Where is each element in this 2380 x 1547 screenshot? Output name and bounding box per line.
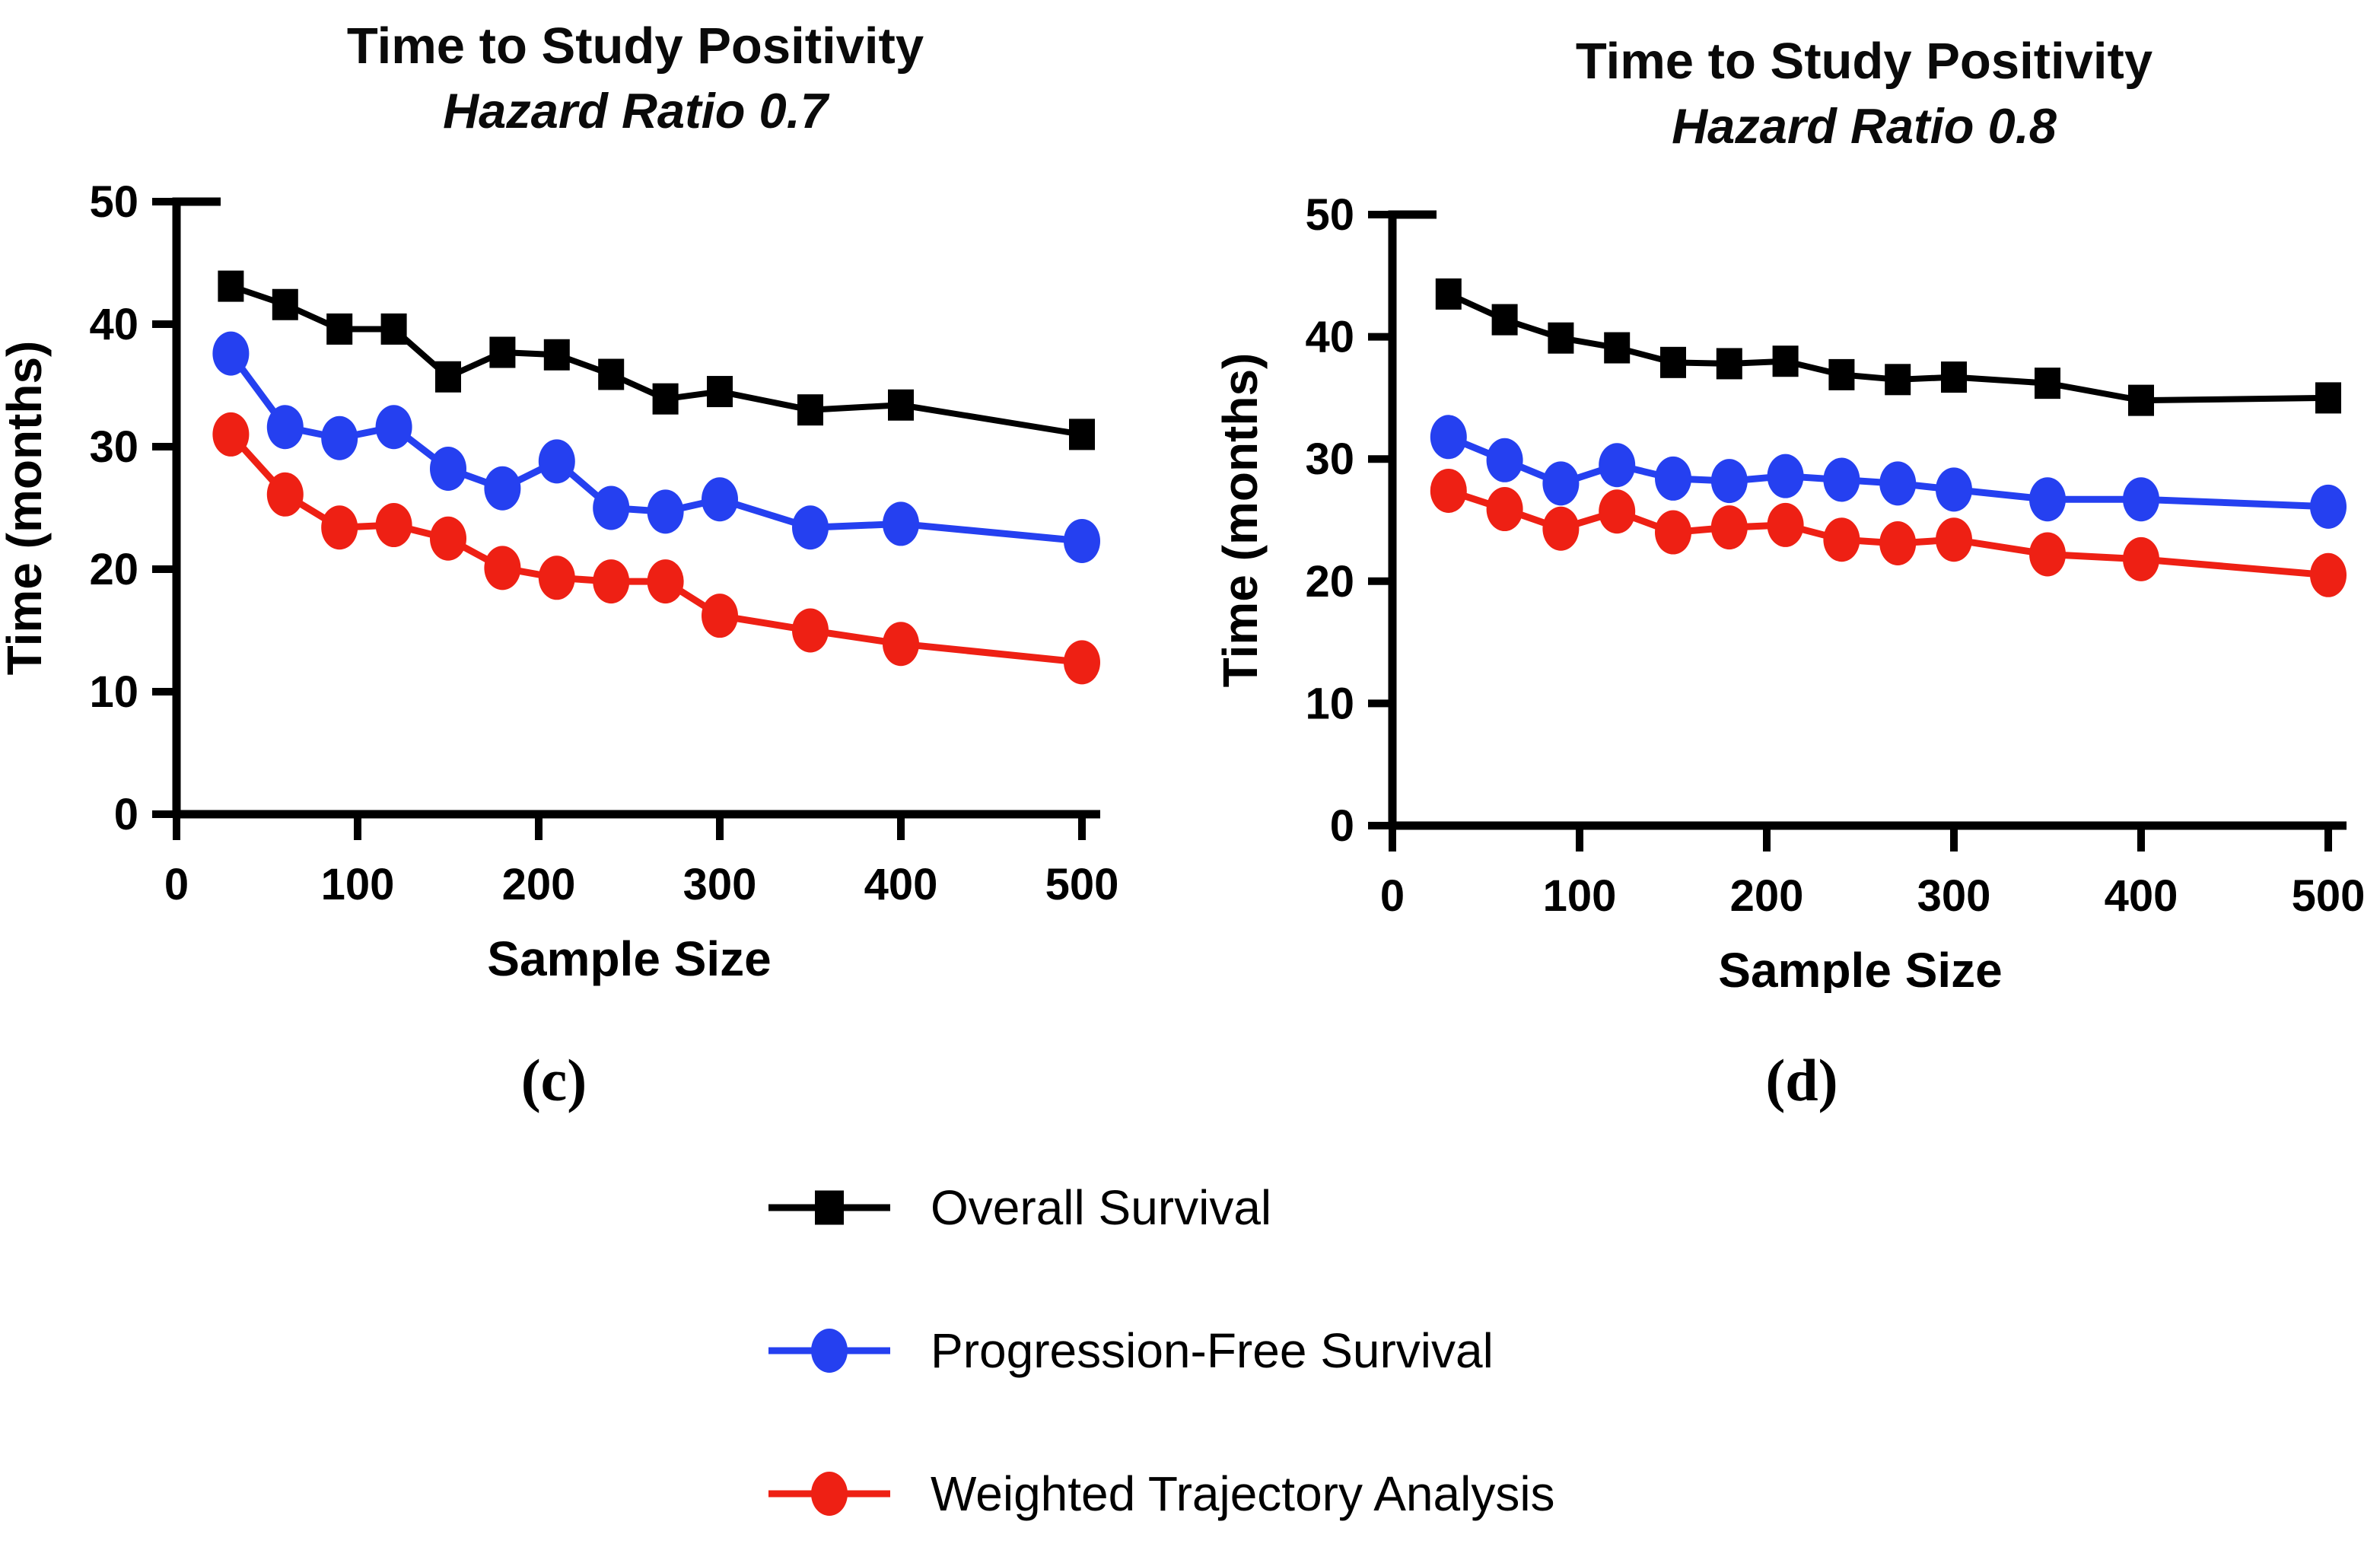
svg-text:500: 500 bbox=[2292, 871, 2366, 921]
svg-text:200: 200 bbox=[1730, 871, 1804, 921]
svg-text:100: 100 bbox=[1543, 871, 1617, 921]
svg-text:50: 50 bbox=[89, 177, 138, 227]
svg-text:Sample Size: Sample Size bbox=[1718, 943, 2003, 993]
svg-text:500: 500 bbox=[1045, 860, 1119, 909]
legend-label: Overall Survival bbox=[931, 1180, 1272, 1235]
panel-c-title-line2: Hazard Ratio 0.7 bbox=[443, 82, 828, 138]
svg-text:10: 10 bbox=[1305, 679, 1354, 728]
svg-text:0: 0 bbox=[164, 860, 189, 909]
panel-c-title: Time to Study Positivity Hazard Ratio 0.… bbox=[251, 14, 1020, 142]
panel-d-letter: (d) bbox=[1765, 1047, 1838, 1113]
svg-text:10: 10 bbox=[89, 667, 138, 717]
svg-text:0: 0 bbox=[1380, 871, 1405, 921]
svg-text:Sample Size: Sample Size bbox=[487, 931, 772, 986]
svg-text:50: 50 bbox=[1305, 190, 1354, 240]
legend-item-weighted-trajectory-analysis: Weighted Trajectory Analysis bbox=[765, 1437, 1555, 1547]
panel-c-letter: (c) bbox=[520, 1047, 587, 1113]
legend: Overall Survival Progression-Free Surviv… bbox=[765, 1151, 1555, 1547]
panel-c-title-line1: Time to Study Positivity bbox=[346, 18, 924, 75]
svg-text:30: 30 bbox=[89, 422, 138, 472]
progression-free-survival-marker-icon bbox=[768, 1329, 890, 1373]
overall-survival-marker-icon bbox=[768, 1190, 890, 1225]
svg-text:Time (months): Time (months) bbox=[1214, 353, 1268, 688]
svg-text:20: 20 bbox=[1305, 557, 1354, 606]
svg-text:200: 200 bbox=[502, 860, 576, 909]
panel-d-title-line2: Hazard Ratio 0.8 bbox=[1672, 97, 2057, 154]
legend-label: Weighted Trajectory Analysis bbox=[931, 1466, 1555, 1521]
svg-text:400: 400 bbox=[2105, 871, 2178, 921]
svg-text:Time (months): Time (months) bbox=[0, 341, 52, 676]
svg-text:40: 40 bbox=[89, 300, 138, 349]
legend-item-overall-survival: Overall Survival bbox=[765, 1151, 1555, 1265]
panel-d-title-line1: Time to Study Positivity bbox=[1575, 33, 2153, 90]
svg-text:30: 30 bbox=[1305, 434, 1354, 484]
legend-label: Progression-Free Survival bbox=[931, 1323, 1494, 1378]
svg-text:20: 20 bbox=[89, 545, 138, 594]
svg-text:400: 400 bbox=[864, 860, 938, 909]
svg-text:300: 300 bbox=[683, 860, 757, 909]
svg-text:40: 40 bbox=[1305, 313, 1354, 362]
svg-text:100: 100 bbox=[321, 860, 395, 909]
weighted-trajectory-analysis-marker-icon bbox=[768, 1472, 890, 1516]
panel-d-title: Time to Study Positivity Hazard Ratio 0.… bbox=[1480, 29, 2248, 158]
legend-item-progression-free-survival: Progression-Free Survival bbox=[765, 1294, 1555, 1408]
svg-text:0: 0 bbox=[114, 790, 138, 839]
svg-text:0: 0 bbox=[1330, 801, 1354, 851]
svg-text:300: 300 bbox=[1917, 871, 1991, 921]
